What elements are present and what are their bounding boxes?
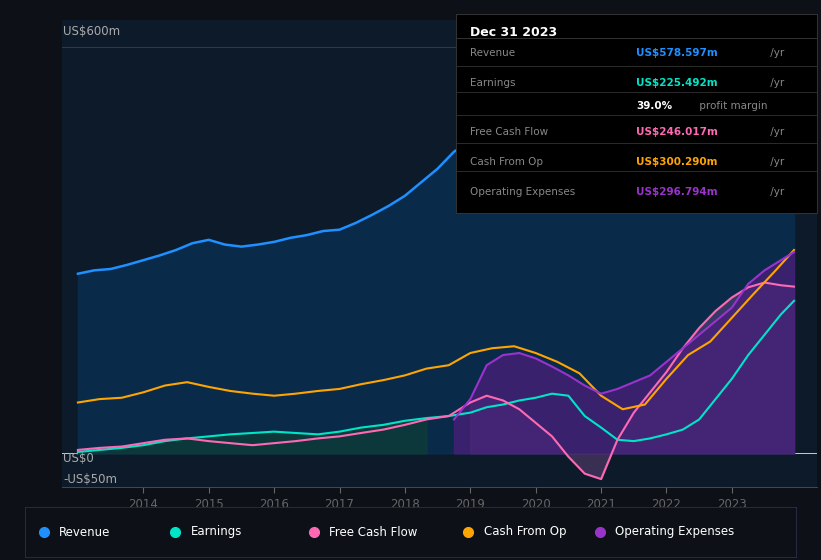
Text: Cash From Op: Cash From Op <box>470 157 544 167</box>
Text: Cash From Op: Cash From Op <box>484 525 566 539</box>
Text: /yr: /yr <box>768 187 785 197</box>
Text: Operating Expenses: Operating Expenses <box>470 187 576 197</box>
Text: US$578.597m: US$578.597m <box>636 48 718 58</box>
Text: profit margin: profit margin <box>696 101 768 111</box>
Text: US$246.017m: US$246.017m <box>636 127 718 137</box>
Text: Free Cash Flow: Free Cash Flow <box>470 127 548 137</box>
Text: Revenue: Revenue <box>59 525 111 539</box>
Text: Free Cash Flow: Free Cash Flow <box>329 525 418 539</box>
Text: Earnings: Earnings <box>190 525 242 539</box>
Text: US$296.794m: US$296.794m <box>636 187 718 197</box>
Text: US$225.492m: US$225.492m <box>636 78 718 87</box>
Text: /yr: /yr <box>768 78 785 87</box>
Text: Revenue: Revenue <box>470 48 516 58</box>
Text: Dec 31 2023: Dec 31 2023 <box>470 26 557 39</box>
Text: Earnings: Earnings <box>470 78 516 87</box>
Text: -US$50m: -US$50m <box>63 473 117 486</box>
Text: /yr: /yr <box>768 127 785 137</box>
Text: 39.0%: 39.0% <box>636 101 672 111</box>
Text: /yr: /yr <box>768 157 785 167</box>
Text: Operating Expenses: Operating Expenses <box>615 525 734 539</box>
Text: US$300.290m: US$300.290m <box>636 157 718 167</box>
Text: /yr: /yr <box>768 48 785 58</box>
Text: US$600m: US$600m <box>63 25 120 38</box>
Text: US$0: US$0 <box>63 452 94 465</box>
